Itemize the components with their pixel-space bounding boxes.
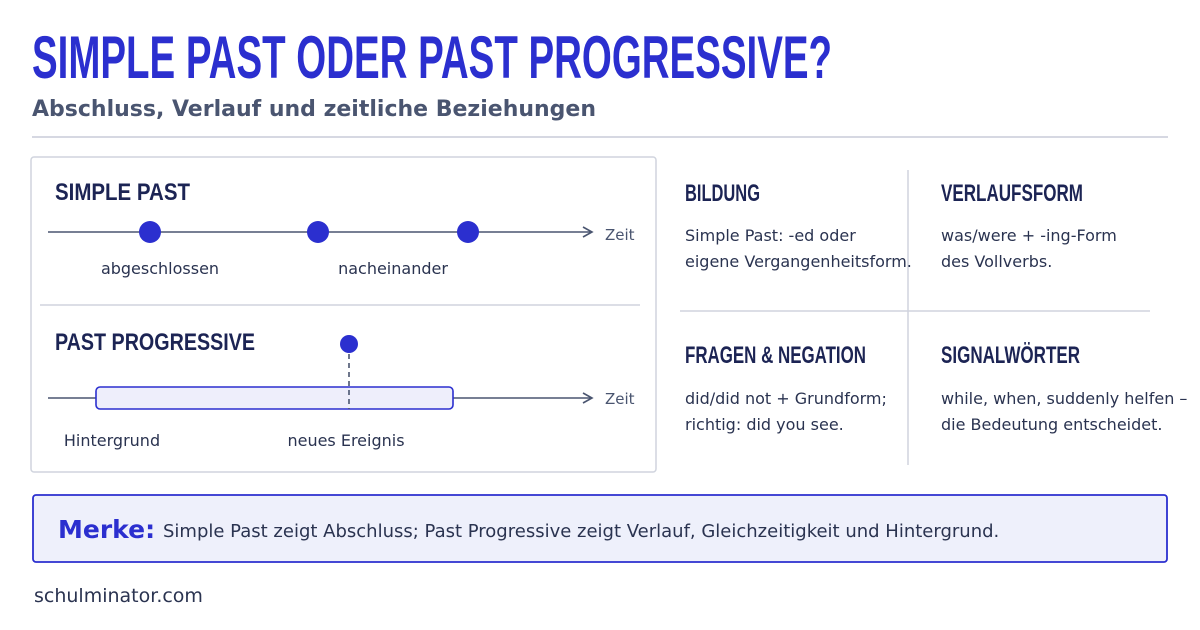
footer: schulminator.com: [34, 585, 203, 607]
card-text: richtig: did you see.: [685, 415, 844, 434]
subtitle: Abschluss, Verlauf und zeitliche Beziehu…: [32, 97, 596, 122]
axis-label: Zeit: [605, 226, 635, 244]
section-title: SIMPLE PAST: [55, 179, 190, 206]
card-text: was/were + -ing-Form: [941, 226, 1117, 245]
card-text: die Bedeutung entscheidet.: [941, 415, 1162, 434]
event-dot: [457, 221, 479, 243]
card-title: BILDUNG: [685, 180, 760, 207]
event-dot: [139, 221, 161, 243]
progress-bar: [95, 386, 454, 410]
note-text: Simple Past zeigt Abschluss; Past Progre…: [163, 521, 999, 542]
note-label: Merke:: [58, 515, 155, 544]
event-dot: [307, 221, 329, 243]
card-text: des Vollverbs.: [941, 252, 1052, 271]
event-dot: [340, 335, 358, 353]
section-title: PAST PROGRESSIVE: [55, 329, 255, 356]
card-title: SIGNALWÖRTER: [941, 342, 1080, 369]
timeline-label: nacheinander: [338, 259, 448, 278]
timeline-label: Hintergrund: [64, 431, 160, 450]
timeline-label: neues Ereignis: [287, 431, 404, 450]
note-box: [32, 494, 1168, 563]
title: SIMPLE PAST ODER PAST PROGRESSIVE?: [32, 24, 832, 91]
card-title: VERLAUFSFORM: [941, 180, 1083, 207]
card-text: did/did not + Grundform;: [685, 389, 887, 408]
card-text: eigene Vergangenheitsform.: [685, 252, 912, 271]
card-title: FRAGEN & NEGATION: [685, 342, 866, 369]
card-text: Simple Past: -ed oder: [685, 226, 856, 245]
card-text: while, when, suddenly helfen –: [941, 389, 1187, 408]
axis-label: Zeit: [605, 390, 635, 408]
timeline-label: abgeschlossen: [101, 259, 219, 278]
